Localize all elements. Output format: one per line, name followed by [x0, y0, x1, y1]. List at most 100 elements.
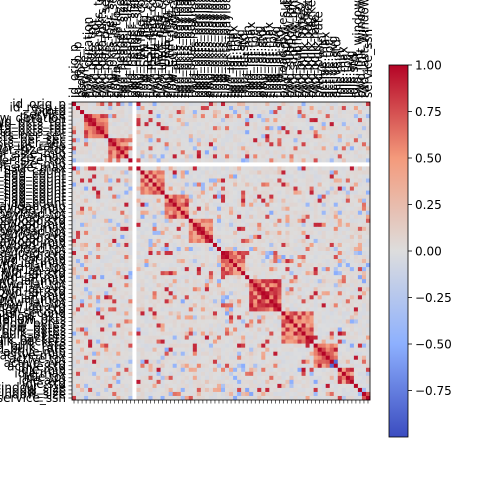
heatmap-cell — [221, 194, 226, 199]
heatmap-cell — [144, 311, 149, 316]
heatmap-cell — [313, 174, 318, 179]
heatmap-cell — [277, 299, 282, 304]
heatmap-cell — [116, 319, 121, 324]
heatmap-cell — [188, 138, 194, 143]
heatmap-cell — [305, 343, 310, 348]
heatmap-cell — [208, 138, 214, 143]
heatmap-cell — [168, 214, 173, 220]
heatmap-cell — [301, 251, 306, 256]
heatmap-cell — [212, 218, 218, 224]
heatmap-cell — [249, 331, 254, 336]
heatmap-cell — [349, 259, 355, 264]
heatmap-cell — [357, 238, 363, 244]
heatmap-cell — [285, 122, 290, 127]
heatmap-cell — [357, 190, 363, 195]
heatmap-cell — [297, 106, 302, 111]
heatmap-cell — [321, 170, 327, 175]
heatmap-cell — [88, 194, 93, 199]
heatmap-cell — [281, 106, 286, 111]
heatmap-cell — [253, 295, 258, 300]
heatmap-cell — [273, 279, 278, 284]
heatmap-cell — [221, 214, 226, 220]
heatmap-cell — [168, 339, 173, 344]
heatmap-cell — [297, 271, 302, 276]
heatmap-cell — [353, 343, 359, 348]
heatmap-cell — [313, 186, 318, 191]
heatmap-cell — [204, 158, 210, 163]
heatmap-cell — [156, 319, 161, 324]
heatmap-cell — [184, 287, 190, 292]
heatmap-cell — [128, 311, 133, 316]
heatmap-cell — [233, 299, 238, 304]
heatmap-cell — [305, 287, 310, 292]
heatmap-cell — [196, 242, 202, 248]
heatmap-cell — [136, 319, 141, 324]
heatmap-cell — [120, 166, 125, 171]
heatmap-cell — [104, 291, 109, 296]
heatmap-cell — [204, 323, 210, 328]
heatmap-cell — [265, 130, 270, 135]
heatmap-cell — [261, 363, 266, 369]
heatmap-cell — [277, 251, 282, 256]
heatmap-cell — [168, 234, 173, 240]
heatmap-cell — [76, 238, 81, 244]
heatmap-cell — [88, 355, 93, 361]
heatmap-cell — [136, 154, 141, 159]
heatmap-cell — [152, 154, 157, 159]
heatmap-cell — [196, 150, 202, 155]
heatmap-cell — [349, 186, 355, 191]
heatmap-cell — [160, 158, 165, 163]
heatmap-cell — [184, 158, 190, 163]
heatmap-cell — [285, 251, 290, 256]
heatmap-cell — [333, 182, 339, 187]
heatmap-cell — [337, 283, 343, 288]
heatmap-cell — [273, 307, 278, 312]
heatmap-cell — [80, 202, 85, 208]
heatmap-cell — [309, 347, 314, 352]
heatmap-cell — [313, 138, 318, 143]
heatmap-cell — [245, 363, 250, 369]
heatmap-cell — [325, 186, 331, 191]
heatmap-cell — [148, 202, 153, 208]
heatmap-cell — [229, 138, 234, 143]
heatmap-cell — [241, 267, 246, 272]
heatmap-cell — [245, 178, 250, 183]
heatmap-cell — [225, 331, 230, 336]
heatmap-cell — [148, 259, 153, 264]
heatmap-cell — [156, 134, 161, 139]
heatmap-cell — [317, 343, 322, 348]
heatmap-cell — [305, 255, 310, 260]
heatmap-cell — [245, 198, 250, 203]
heatmap-cell — [365, 162, 371, 167]
heatmap-cell — [233, 202, 238, 208]
heatmap-cell — [249, 315, 254, 320]
heatmap-cell — [337, 271, 343, 276]
heatmap-cell — [253, 299, 258, 304]
heatmap-cell — [196, 271, 202, 276]
heatmap-cell — [245, 351, 250, 357]
heatmap-cell — [281, 303, 286, 308]
heatmap-cell — [265, 279, 270, 284]
heatmap-cell — [329, 323, 335, 328]
heatmap-cell — [221, 279, 226, 284]
heatmap-cell — [128, 134, 133, 139]
heatmap-cell — [108, 355, 113, 361]
heatmap-cell — [293, 178, 298, 183]
heatmap-cell — [337, 202, 343, 208]
heatmap-cell — [84, 323, 89, 328]
heatmap-cell — [257, 307, 262, 312]
heatmap-cell — [325, 259, 331, 264]
heatmap-cell — [212, 267, 218, 272]
heatmap-cell — [277, 363, 282, 369]
heatmap-cell — [168, 194, 173, 199]
heatmap-cell — [96, 311, 101, 316]
heatmap-cell — [245, 218, 250, 224]
heatmap-cell — [353, 299, 359, 304]
heatmap-cell — [164, 371, 169, 377]
heatmap-cell — [180, 226, 186, 232]
heatmap-cell — [225, 174, 230, 179]
heatmap-cell — [92, 271, 97, 276]
heatmap-cell — [269, 234, 274, 240]
heatmap-cell — [289, 118, 294, 123]
heatmap-cell — [273, 122, 278, 127]
